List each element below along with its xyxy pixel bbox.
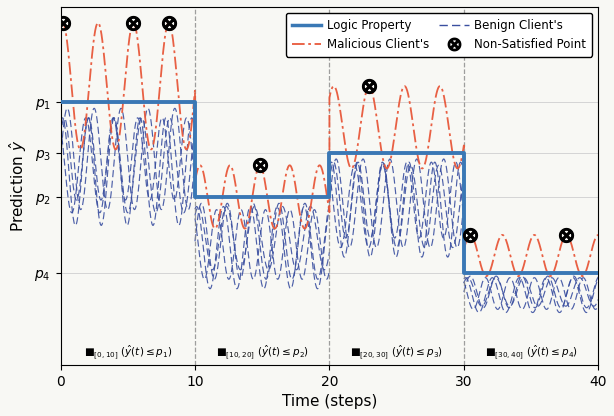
Text: $\blacksquare_{[10,20]}$ $(\hat{y}(t) \leq p_2)$: $\blacksquare_{[10,20]}$ $(\hat{y}(t) \l…	[216, 344, 309, 362]
Text: $\blacksquare_{[20,30]}$ $(\hat{y}(t) \leq p_3)$: $\blacksquare_{[20,30]}$ $(\hat{y}(t) \l…	[350, 344, 443, 362]
Y-axis label: Prediction $\hat{y}$: Prediction $\hat{y}$	[7, 140, 29, 232]
Legend: Logic Property, Malicious Client's, Benign Client's, Non-Satisfied Point: Logic Property, Malicious Client's, Beni…	[286, 13, 593, 57]
X-axis label: Time (steps): Time (steps)	[282, 394, 377, 409]
Text: $\blacksquare_{[30,40]}$ $(\hat{y}(t) \leq p_4)$: $\blacksquare_{[30,40]}$ $(\hat{y}(t) \l…	[484, 344, 578, 362]
Text: $\blacksquare_{[0,10]}$ $(\hat{y}(t) \leq p_1)$: $\blacksquare_{[0,10]}$ $(\hat{y}(t) \le…	[84, 344, 172, 362]
